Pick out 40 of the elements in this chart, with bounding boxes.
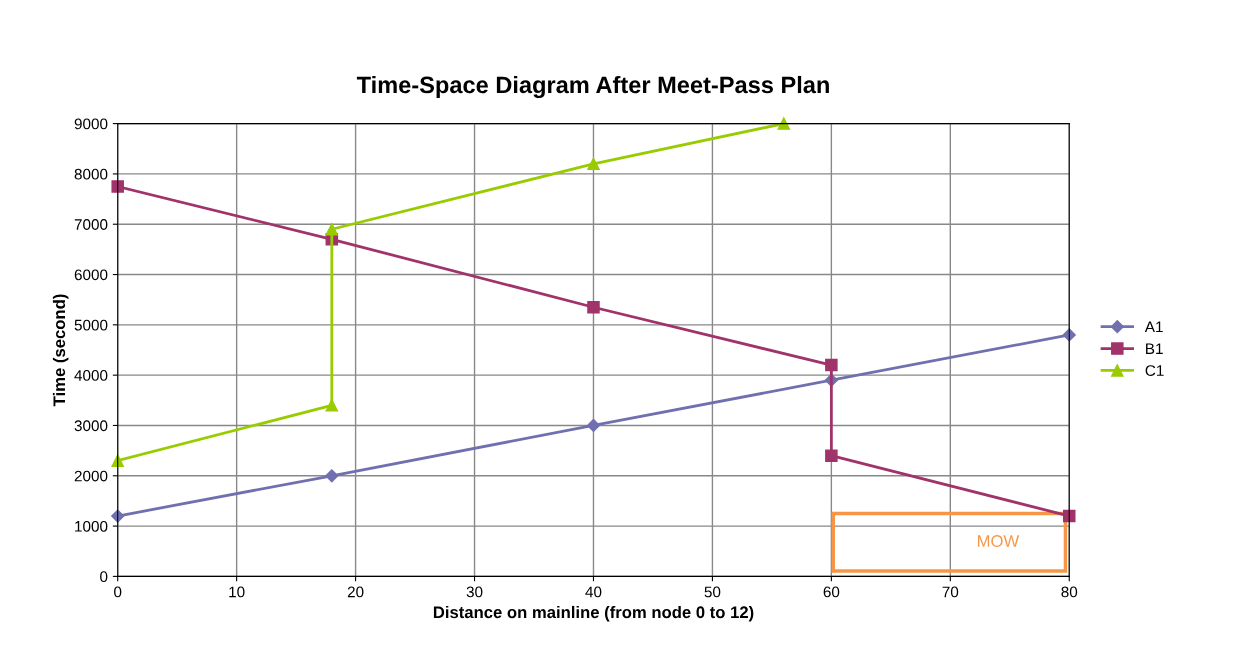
y-tick-label: 9000 <box>74 118 108 130</box>
x-tick-label: 30 <box>466 586 483 598</box>
x-tick-label: 60 <box>823 586 840 598</box>
y-tick-label: 8000 <box>74 168 108 180</box>
x-tick-label: 0 <box>114 586 122 598</box>
y-axis-title: Time (second) <box>52 294 69 407</box>
y-tick-label: 2000 <box>74 470 108 482</box>
x-axis-title: Distance on mainline (from node 0 to 12) <box>433 605 754 622</box>
point <box>587 300 600 314</box>
point <box>586 418 601 433</box>
x-tick-label: 10 <box>229 586 245 598</box>
y-tick-label: 7000 <box>74 219 108 230</box>
point <box>1063 509 1076 523</box>
point <box>825 449 838 462</box>
point <box>1062 328 1076 342</box>
x-tick-label: 50 <box>704 586 721 598</box>
legend-label: B1 <box>1146 343 1163 354</box>
point <box>325 469 339 483</box>
point <box>587 157 600 171</box>
point <box>111 509 125 523</box>
y-tick-label: 1000 <box>75 520 108 532</box>
y-tick-label: 5000 <box>74 319 108 331</box>
x-tick-label: 40 <box>585 586 602 598</box>
point <box>777 117 791 130</box>
y-tick-label: 4000 <box>74 370 108 381</box>
x-tick-label: 20 <box>347 586 364 598</box>
y-tick-label: 0 <box>100 571 108 583</box>
point <box>825 358 838 372</box>
legend-label: A1 <box>1144 321 1163 333</box>
x-tick-label: 80 <box>1061 586 1078 598</box>
point <box>111 180 124 193</box>
point <box>325 223 339 236</box>
chart-title: Time-Space Diagram After Meet-Pass Plan <box>356 75 829 99</box>
annotation: MOW <box>977 535 1020 547</box>
point <box>111 454 124 467</box>
y-tick-label: 6000 <box>74 269 108 281</box>
point <box>325 399 339 412</box>
y-tick-label: 3000 <box>74 420 108 432</box>
x-tick-label: 70 <box>942 586 959 598</box>
legend-label: C1 <box>1145 365 1164 376</box>
